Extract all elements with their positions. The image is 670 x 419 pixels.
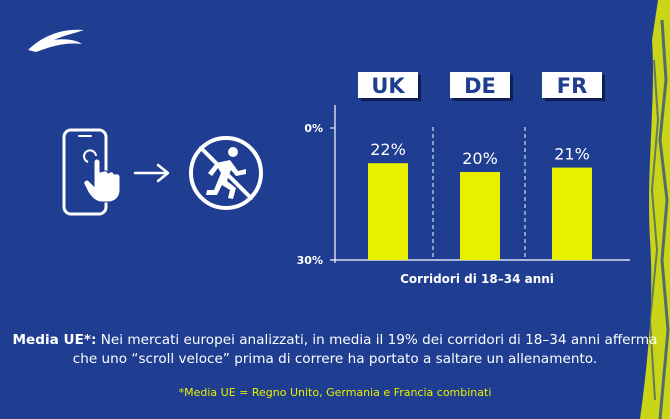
- category-label: UK: [371, 74, 405, 98]
- bar-chart: UK DE FR 30% 0% 22% 20% 21% Corridori di 18–3…: [275, 55, 650, 295]
- data-label: 20%: [462, 149, 498, 168]
- category-tag: FR: [542, 72, 605, 101]
- brush-stroke-decoration: [640, 0, 670, 419]
- no-running-icon: [189, 136, 263, 210]
- y-tick-label: 0%: [304, 122, 323, 135]
- category-tag-box: [542, 72, 602, 98]
- country-tags: UK DE FR: [358, 72, 605, 101]
- category-label: DE: [464, 74, 496, 98]
- data-label: 22%: [370, 140, 406, 159]
- x-axis-label: Corridori di 18–34 anni: [400, 272, 554, 286]
- caption-body: Nei mercati europei analizzati, in media…: [72, 332, 658, 367]
- y-tick-label: 30%: [297, 254, 323, 267]
- chart-svg: UK DE FR 30% 0% 22% 20% 21% Corridori di 18–3…: [297, 72, 630, 286]
- brand-logo-icon: [28, 29, 84, 52]
- data-label: 21%: [554, 145, 590, 164]
- arrow-right-icon: [133, 163, 170, 183]
- category-tag-box: [450, 72, 510, 98]
- category-tag: UK: [358, 72, 421, 101]
- bar: [460, 172, 500, 260]
- caption: Media UE*: Nei mercati europei analizzat…: [10, 331, 660, 369]
- footnote: *Media UE = Regno Unito, Germania e Fran…: [178, 386, 492, 399]
- bar: [368, 163, 408, 260]
- data-labels: 22% 20% 21%: [370, 140, 590, 168]
- category-tag-box: [358, 72, 418, 98]
- bars: [368, 163, 592, 260]
- category-tag: DE: [450, 72, 513, 101]
- category-label: FR: [557, 74, 588, 98]
- phone-swipe-icon: [62, 128, 121, 216]
- bar: [552, 167, 592, 260]
- caption-lead: Media UE*:: [12, 332, 97, 348]
- y-ticks: 30% 0%: [297, 122, 335, 267]
